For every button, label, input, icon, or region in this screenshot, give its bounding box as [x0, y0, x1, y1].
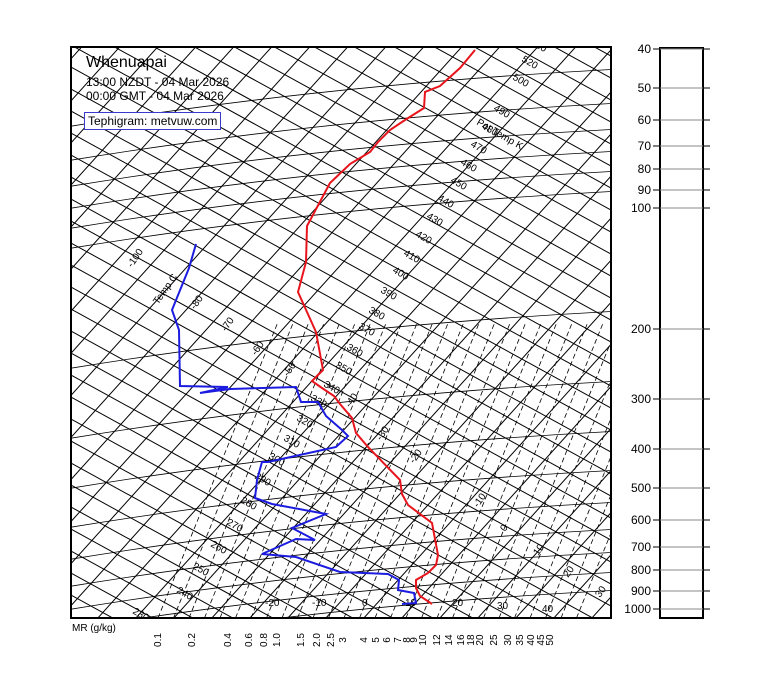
svg-text:360: 360 [345, 342, 365, 360]
svg-text:270: 270 [225, 517, 245, 535]
svg-text:440: 440 [436, 193, 456, 211]
temperature-trace [296, 49, 476, 605]
svg-text:60: 60 [638, 113, 652, 127]
mixing-ratio-lines [157, 321, 611, 618]
svg-text:530: 530 [529, 37, 549, 55]
svg-text:20: 20 [561, 564, 577, 580]
svg-text:14: 14 [444, 634, 455, 646]
svg-text:40: 40 [526, 634, 537, 646]
svg-text:50: 50 [545, 634, 556, 646]
svg-text:0.4: 0.4 [223, 633, 234, 647]
svg-text:470: 470 [469, 139, 489, 157]
svg-text:1.5: 1.5 [296, 633, 307, 647]
svg-text:16: 16 [456, 634, 467, 646]
svg-text:10: 10 [418, 634, 429, 646]
svg-text:-10: -10 [312, 598, 327, 609]
svg-text:250: 250 [191, 561, 211, 579]
svg-text:700: 700 [631, 540, 651, 554]
svg-text:300: 300 [631, 392, 651, 406]
plot-border [70, 46, 612, 619]
svg-text:450: 450 [449, 175, 469, 193]
svg-text:4: 4 [359, 637, 370, 643]
svg-text:0: 0 [362, 598, 368, 609]
svg-text:3: 3 [338, 637, 349, 643]
svg-text:200: 200 [631, 322, 651, 336]
svg-text:40: 40 [542, 604, 554, 615]
svg-text:520: 520 [520, 54, 540, 72]
svg-text:20: 20 [452, 598, 464, 609]
svg-text:380: 380 [367, 305, 387, 323]
svg-text:5: 5 [371, 637, 382, 643]
svg-text:0.1: 0.1 [153, 633, 164, 647]
svg-text:20: 20 [475, 634, 486, 646]
svg-text:0.8: 0.8 [259, 633, 270, 647]
svg-text:-20: -20 [407, 447, 425, 466]
svg-text:40: 40 [638, 42, 652, 56]
svg-text:0.2: 0.2 [187, 633, 198, 647]
svg-text:0: 0 [498, 522, 510, 533]
svg-text:2.0: 2.0 [312, 633, 323, 647]
svg-text:18: 18 [466, 634, 477, 646]
svg-text:-50: -50 [281, 360, 299, 379]
svg-text:240: 240 [175, 585, 195, 603]
svg-text:2.5: 2.5 [326, 633, 337, 647]
svg-text:9: 9 [409, 637, 420, 643]
sounding-traces [170, 49, 476, 605]
svg-text:420: 420 [414, 229, 434, 247]
svg-text:80: 80 [638, 162, 652, 176]
svg-text:25: 25 [489, 634, 500, 646]
svg-text:500: 500 [631, 481, 651, 495]
svg-text:12: 12 [432, 634, 443, 646]
svg-text:320: 320 [295, 413, 315, 431]
svg-text:260: 260 [209, 539, 229, 557]
svg-text:6: 6 [382, 637, 393, 643]
svg-text:1000: 1000 [624, 602, 651, 616]
svg-text:50: 50 [638, 81, 652, 95]
svg-text:1.0: 1.0 [272, 633, 283, 647]
svg-text:45: 45 [536, 634, 547, 646]
svg-text:460: 460 [459, 157, 479, 175]
station-title: Whenuapai [86, 54, 167, 71]
local-time: 13:00 NZDT - 04 Mar 2026 [86, 75, 230, 89]
svg-text:900: 900 [631, 584, 651, 598]
svg-text:400: 400 [631, 442, 651, 456]
svg-text:8: 8 [402, 637, 413, 643]
svg-text:-70: -70 [219, 315, 237, 334]
svg-text:0.6: 0.6 [244, 633, 255, 647]
svg-text:70: 70 [638, 139, 652, 153]
svg-text:30: 30 [503, 634, 514, 646]
svg-text:90: 90 [638, 183, 652, 197]
utc-time: 00:00 GMT - 04 Mar 2026 [86, 89, 224, 103]
svg-text:800: 800 [631, 563, 651, 577]
svg-text:370: 370 [357, 321, 377, 339]
svg-text:30: 30 [497, 601, 509, 612]
svg-text:600: 600 [631, 513, 651, 527]
dewpoint-trace [170, 243, 418, 605]
svg-text:400: 400 [391, 265, 411, 283]
svg-text:-20: -20 [265, 598, 280, 609]
svg-text:35: 35 [515, 634, 526, 646]
svg-text:7: 7 [393, 637, 404, 643]
pressure-axis-panel: 40 50 60 70 80 90 100 200 300 400 500 600 700 800 900 1… [624, 42, 710, 619]
svg-text:490: 490 [492, 103, 512, 121]
mr-axis-label: MR (g/kg) [72, 623, 116, 634]
svg-text:100: 100 [631, 201, 651, 215]
svg-text:-100: -100 [125, 247, 146, 270]
credit-link[interactable]: Tephigram: metvuw.com [84, 112, 222, 130]
svg-text:230: 230 [131, 606, 151, 624]
